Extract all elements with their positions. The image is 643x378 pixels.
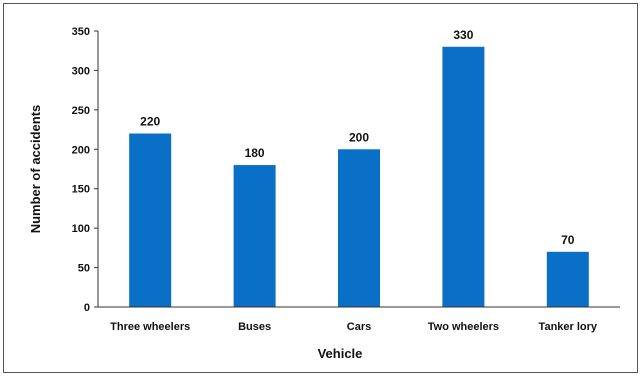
data-label: 330 [453,28,473,42]
bar-cars [338,149,380,307]
bars [129,46,589,308]
bar-two-wheelers [442,46,485,308]
y-tick-label: 350 [72,26,90,38]
y-tick-label: 250 [72,105,90,117]
y-tick-label: 50 [78,263,90,275]
y-tick-label: 200 [72,144,90,156]
y-tick-label: 0 [84,302,90,314]
data-label: 200 [349,130,369,144]
data-label: 220 [140,115,160,129]
data-label: 70 [561,233,575,247]
data-labels: 220 180 200 330 70 [140,28,575,247]
x-category-label: Tanker lory [539,321,598,333]
x-category-label: Three wheelers [110,321,190,333]
data-label: 180 [245,146,265,160]
x-axis-labels: Three wheelers Buses Cars Two wheelers Tanke… [110,321,598,333]
y-axis-ticks: 0 50 100 150 200 250 300 350 [72,26,98,314]
y-tick-label: 300 [72,65,90,77]
bar-three-wheelers [129,133,172,307]
x-category-label: Two wheelers [428,321,499,333]
chart-frame [3,3,638,373]
y-tick-label: 150 [72,184,90,196]
bar-tanker-lory [546,251,589,307]
x-category-label: Cars [347,321,371,333]
x-axis-title: Vehicle [318,346,363,361]
y-tick-label: 100 [72,223,90,235]
bar-buses [233,165,276,307]
x-category-label: Buses [238,321,271,333]
y-axis-title: Number of accidents [28,105,43,234]
